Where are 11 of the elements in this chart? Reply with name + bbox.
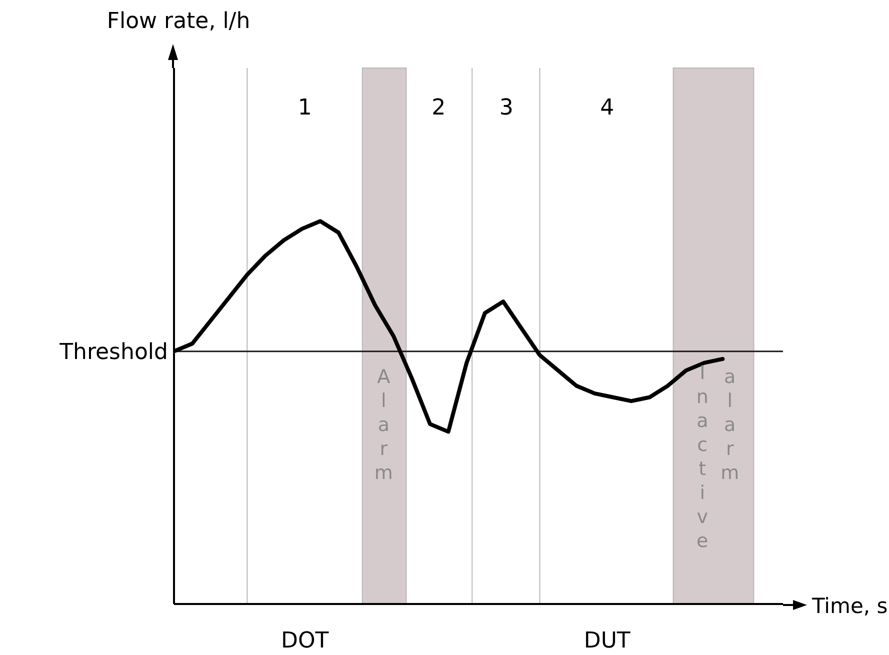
text: 2 [432, 95, 446, 120]
text: DUT [584, 628, 631, 654]
text: 1 [298, 95, 312, 120]
text: DOT [281, 628, 330, 654]
text: 4 [600, 95, 614, 120]
ref-line-label: Threshold [58, 340, 168, 366]
x-axis-title: Time, s [811, 594, 888, 618]
annotation: Inactive [696, 362, 708, 552]
text: Flow rate, l/h [106, 9, 250, 34]
text: 3 [499, 95, 514, 120]
annotation: Alarm [374, 366, 393, 484]
